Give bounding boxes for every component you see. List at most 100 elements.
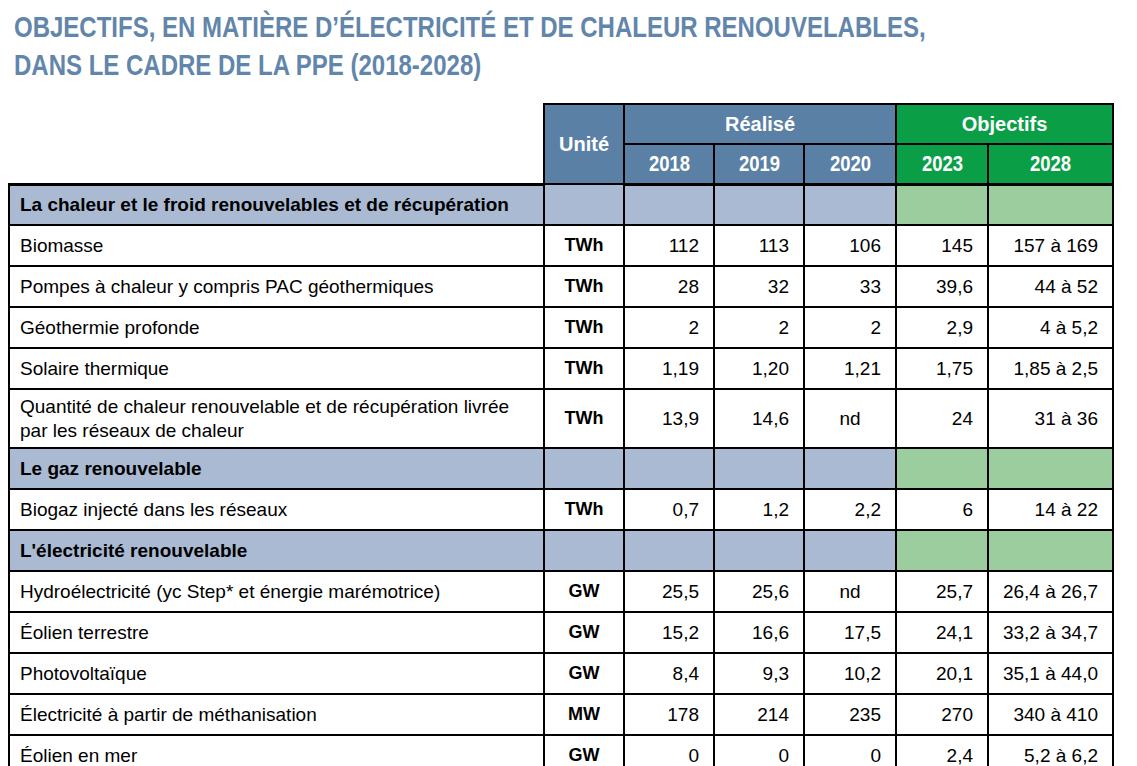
value-2020: 17,5 <box>804 612 896 653</box>
value-2023: 39,6 <box>896 266 988 307</box>
value-2020: 106 <box>804 225 896 266</box>
table-row-eolien-terrestre: Éolien terrestre GW 15,2 16,6 17,5 24,1 … <box>9 612 1113 653</box>
value-2028: 1,85 à 2,5 <box>988 348 1113 389</box>
value-2018: 178 <box>624 694 714 735</box>
table-row-biomasse: Biomasse TWh 112 113 106 145 157 à 169 <box>9 225 1113 266</box>
table-row-hydroelectricite: Hydroélectricité (yc Step* et énergie ma… <box>9 571 1113 612</box>
section-row-chaleur: La chaleur et le froid renouvelables et … <box>9 184 1113 225</box>
report-page: OBJECTIFS, EN MATIÈRE D’ÉLECTRICITÉ ET D… <box>0 0 1137 766</box>
table-header-groups: Unité Réalisé Objectifs <box>9 104 1113 144</box>
value-2019: 1,20 <box>714 348 804 389</box>
value-2023: 2,9 <box>896 307 988 348</box>
value-2020: 2,2 <box>804 489 896 530</box>
value-2019: 0 <box>714 735 804 766</box>
row-label: Photovoltaïque <box>9 653 544 694</box>
section-label: Le gaz renouvelable <box>9 448 544 489</box>
column-group-objectifs: Objectifs <box>896 104 1113 144</box>
value-2023: 20,1 <box>896 653 988 694</box>
value-2018: 0,7 <box>624 489 714 530</box>
column-header-2023: 2023 <box>896 144 988 184</box>
row-unit: TWh <box>544 489 624 530</box>
row-unit: GW <box>544 735 624 766</box>
value-2018: 0 <box>624 735 714 766</box>
value-2028: 4 à 5,2 <box>988 307 1113 348</box>
value-2028: 26,4 à 26,7 <box>988 571 1113 612</box>
row-unit: TWh <box>544 348 624 389</box>
row-unit: GW <box>544 653 624 694</box>
value-2020: 1,21 <box>804 348 896 389</box>
table-row-photovoltaique: Photovoltaïque GW 8,4 9,3 10,2 20,1 35,1… <box>9 653 1113 694</box>
table-row-biogaz: Biogaz injecté dans les réseaux TWh 0,7 … <box>9 489 1113 530</box>
page-title: OBJECTIFS, EN MATIÈRE D’ÉLECTRICITÉ ET D… <box>14 8 1137 84</box>
value-2018: 13,9 <box>624 389 714 448</box>
value-2023: 24,1 <box>896 612 988 653</box>
section-row-gaz: Le gaz renouvelable <box>9 448 1113 489</box>
section-label: L'électricité renouvelable <box>9 530 544 571</box>
table-row-eolien-en-mer: Éolien en mer GW 0 0 0 2,4 5,2 à 6,2 <box>9 735 1113 766</box>
value-2023: 270 <box>896 694 988 735</box>
value-2018: 112 <box>624 225 714 266</box>
value-2028: 44 à 52 <box>988 266 1113 307</box>
row-unit: TWh <box>544 266 624 307</box>
value-2020: nd <box>804 571 896 612</box>
row-label: Biomasse <box>9 225 544 266</box>
value-2019: 25,6 <box>714 571 804 612</box>
row-unit: GW <box>544 612 624 653</box>
value-2019: 32 <box>714 266 804 307</box>
table-row-methanisation: Électricité à partir de méthanisation MW… <box>9 694 1113 735</box>
ppe-objectives-table: Unité Réalisé Objectifs 2018 2019 2020 2… <box>8 103 1114 766</box>
row-unit: TWh <box>544 389 624 448</box>
value-2018: 15,2 <box>624 612 714 653</box>
page-title-line1: OBJECTIFS, EN MATIÈRE D’ÉLECTRICITÉ ET D… <box>14 8 926 46</box>
section-row-electricite: L'électricité renouvelable <box>9 530 1113 571</box>
value-2028: 31 à 36 <box>988 389 1113 448</box>
row-label: Électricité à partir de méthanisation <box>9 694 544 735</box>
row-label: Hydroélectricité (yc Step* et énergie ma… <box>9 571 544 612</box>
value-2019: 113 <box>714 225 804 266</box>
value-2018: 25,5 <box>624 571 714 612</box>
value-2020: 33 <box>804 266 896 307</box>
value-2019: 1,2 <box>714 489 804 530</box>
row-label: Biogaz injecté dans les réseaux <box>9 489 544 530</box>
value-2019: 9,3 <box>714 653 804 694</box>
value-2028: 340 à 410 <box>988 694 1113 735</box>
value-2019: 14,6 <box>714 389 804 448</box>
row-label: Géothermie profonde <box>9 307 544 348</box>
value-2028: 157 à 169 <box>988 225 1113 266</box>
row-unit: TWh <box>544 307 624 348</box>
row-label: Quantité de chaleur renouvelable et de r… <box>9 389 544 448</box>
value-2023: 25,7 <box>896 571 988 612</box>
value-2018: 28 <box>624 266 714 307</box>
value-2020: 2 <box>804 307 896 348</box>
header-blank-cell <box>9 144 544 184</box>
row-label: Éolien en mer <box>9 735 544 766</box>
column-header-2018: 2018 <box>624 144 714 184</box>
section-label: La chaleur et le froid renouvelables et … <box>9 184 544 225</box>
column-header-2019: 2019 <box>714 144 804 184</box>
value-2023: 145 <box>896 225 988 266</box>
table-row-solaire-thermique: Solaire thermique TWh 1,19 1,20 1,21 1,7… <box>9 348 1113 389</box>
value-2023: 6 <box>896 489 988 530</box>
value-2028: 33,2 à 34,7 <box>988 612 1113 653</box>
page-title-line2: DANS LE CADRE DE LA PPE (2018-2028) <box>14 46 926 84</box>
value-2028: 14 à 22 <box>988 489 1113 530</box>
value-2020: 10,2 <box>804 653 896 694</box>
table-row-chaleur-reseaux: Quantité de chaleur renouvelable et de r… <box>9 389 1113 448</box>
value-2019: 16,6 <box>714 612 804 653</box>
row-label: Éolien terrestre <box>9 612 544 653</box>
column-group-realise: Réalisé <box>624 104 896 144</box>
row-unit: TWh <box>544 225 624 266</box>
row-label: Solaire thermique <box>9 348 544 389</box>
row-label: Pompes à chaleur y compris PAC géothermi… <box>9 266 544 307</box>
value-2018: 2 <box>624 307 714 348</box>
column-header-2020: 2020 <box>804 144 896 184</box>
value-2023: 2,4 <box>896 735 988 766</box>
header-blank-cell <box>9 104 544 144</box>
value-2018: 8,4 <box>624 653 714 694</box>
column-header-2028: 2028 <box>988 144 1113 184</box>
value-2019: 214 <box>714 694 804 735</box>
value-2028: 35,1 à 44,0 <box>988 653 1113 694</box>
value-2020: nd <box>804 389 896 448</box>
column-header-unit: Unité <box>544 104 624 184</box>
value-2019: 2 <box>714 307 804 348</box>
